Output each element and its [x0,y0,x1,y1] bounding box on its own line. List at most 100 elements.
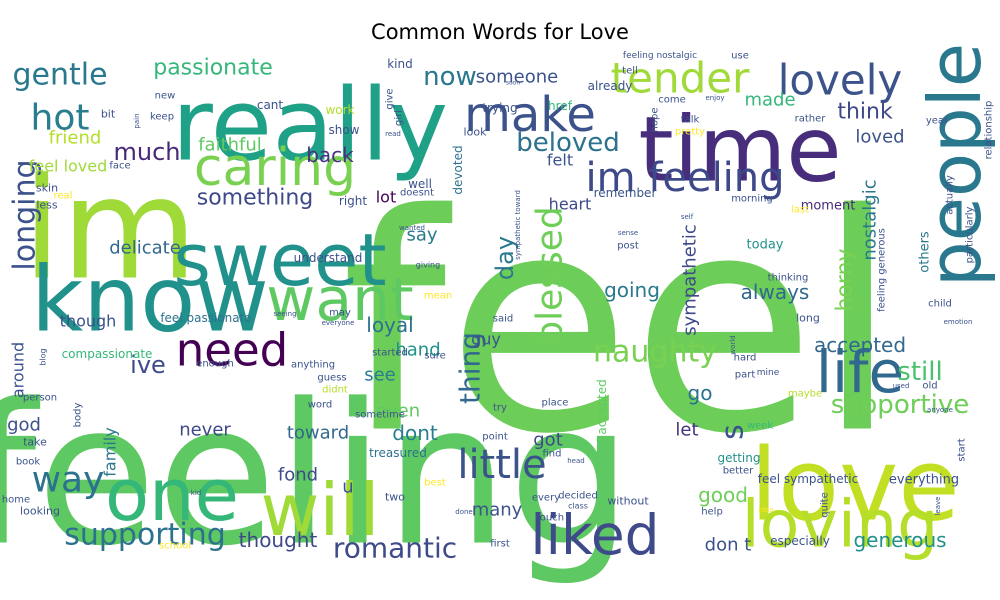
word-feel: feel [341,151,899,500]
word-blog: blog [39,348,48,365]
word-said: said [493,314,513,325]
word-work: work [325,103,354,117]
word-post: post [617,241,639,252]
word-back: back [306,143,354,167]
word-guess: guess [317,373,346,384]
word-u: u [342,477,353,498]
word-cant: cant [257,98,284,112]
word-hope: hope [650,108,661,133]
word-quite: quite [820,492,831,518]
word-others: others [918,231,933,273]
word-longing: longing [8,159,43,270]
word-dont: dont [392,421,438,445]
word-supporting: supporting [64,518,226,553]
word-self: self [681,213,694,221]
word-lot: lot [376,188,397,207]
word-horny: horny [833,248,858,311]
word-come: come [658,95,686,106]
word-family: family [101,427,120,476]
word-head: head [567,457,584,465]
word-never: never [179,420,231,441]
word-sweet: sweet [173,218,386,302]
word-im: im [22,149,197,312]
word-right: right [339,194,367,208]
word-doesnt: doesnt [400,188,434,199]
word-sure: sure [424,351,446,362]
word-many: many [472,500,523,521]
word-sympathetic-toward: sympathetic toward [514,190,522,260]
word-time: time [638,98,841,203]
word-decided: decided [558,491,598,502]
word-sometime: sometime [355,410,405,421]
word-old: old [922,381,937,392]
word-feel-sympathetic: feel sympathetic [758,472,858,486]
word-thought: thought [239,528,318,552]
word-anyone: anyone [927,406,953,414]
word-find: find [543,449,562,460]
word-school: school [159,541,191,552]
word-passionate: passionate [153,56,273,81]
word-nostalgic: nostalgic [860,179,881,260]
word-word: word [308,400,333,411]
word-hand: hand [395,340,440,361]
chart-title: Common Words for Love [371,20,629,44]
word-one: one [105,453,239,537]
word-used: used [893,382,910,390]
word-well: well [408,177,432,191]
word-fond: fond [278,465,318,486]
word-much: much [114,138,181,166]
word-person: person [23,393,57,404]
word-home: home [2,495,30,506]
word-emotion: emotion [944,318,973,326]
word-part: part [735,370,756,381]
word-thinking: thinking [768,273,809,284]
word-day: day [491,236,519,280]
word-want: want [266,265,413,335]
word-point: point [482,432,508,443]
word-really: really [172,67,448,184]
word-touch: touch [536,513,564,524]
word-treasured: treasured [369,446,427,460]
word-delicate: delicate [109,238,181,259]
word-go: go [688,381,713,405]
word-body: body [73,403,84,428]
word-best: best [424,478,446,489]
word-thing: thing [454,332,487,404]
word-didnt: didnt [322,385,348,396]
word-little: little [457,442,546,488]
word-think: think [837,100,893,125]
word-new: new [155,91,176,102]
word-made: made [744,90,795,111]
word-less: less [36,199,58,212]
word-s: s [716,424,751,440]
word-compassionate: compassionate [62,347,153,361]
word-long: long [796,312,820,325]
word-take: take [23,436,47,449]
word-mine: mine [757,368,780,378]
word-better: better [723,466,754,477]
word-trying: trying [482,101,517,115]
word-giving: giving [416,261,440,270]
word-give: give [385,88,396,109]
word-devoted: devoted [451,145,465,194]
word-two: two [385,491,405,504]
word-liked: liked [530,503,659,567]
word-moment: moment [801,199,856,214]
word-last: last [791,205,809,216]
word-everything: everything [889,473,959,488]
word-book: book [16,457,41,468]
word-caring: caring [194,138,356,198]
word-started: started [372,348,408,359]
word-class: class [568,502,588,511]
word-year: year [926,116,949,127]
word-feeling-generous: feeling generous [877,228,888,312]
word-look: look [464,126,488,139]
word-enough: enough [196,359,234,370]
word-kid: kid [191,489,201,497]
word-morning: morning [731,194,773,205]
word-leave: leave [934,497,942,516]
word-don-t: don t [705,535,752,556]
word-help: help [701,507,723,518]
word-understand: understand [294,251,363,265]
word-hot: hot [31,98,90,139]
